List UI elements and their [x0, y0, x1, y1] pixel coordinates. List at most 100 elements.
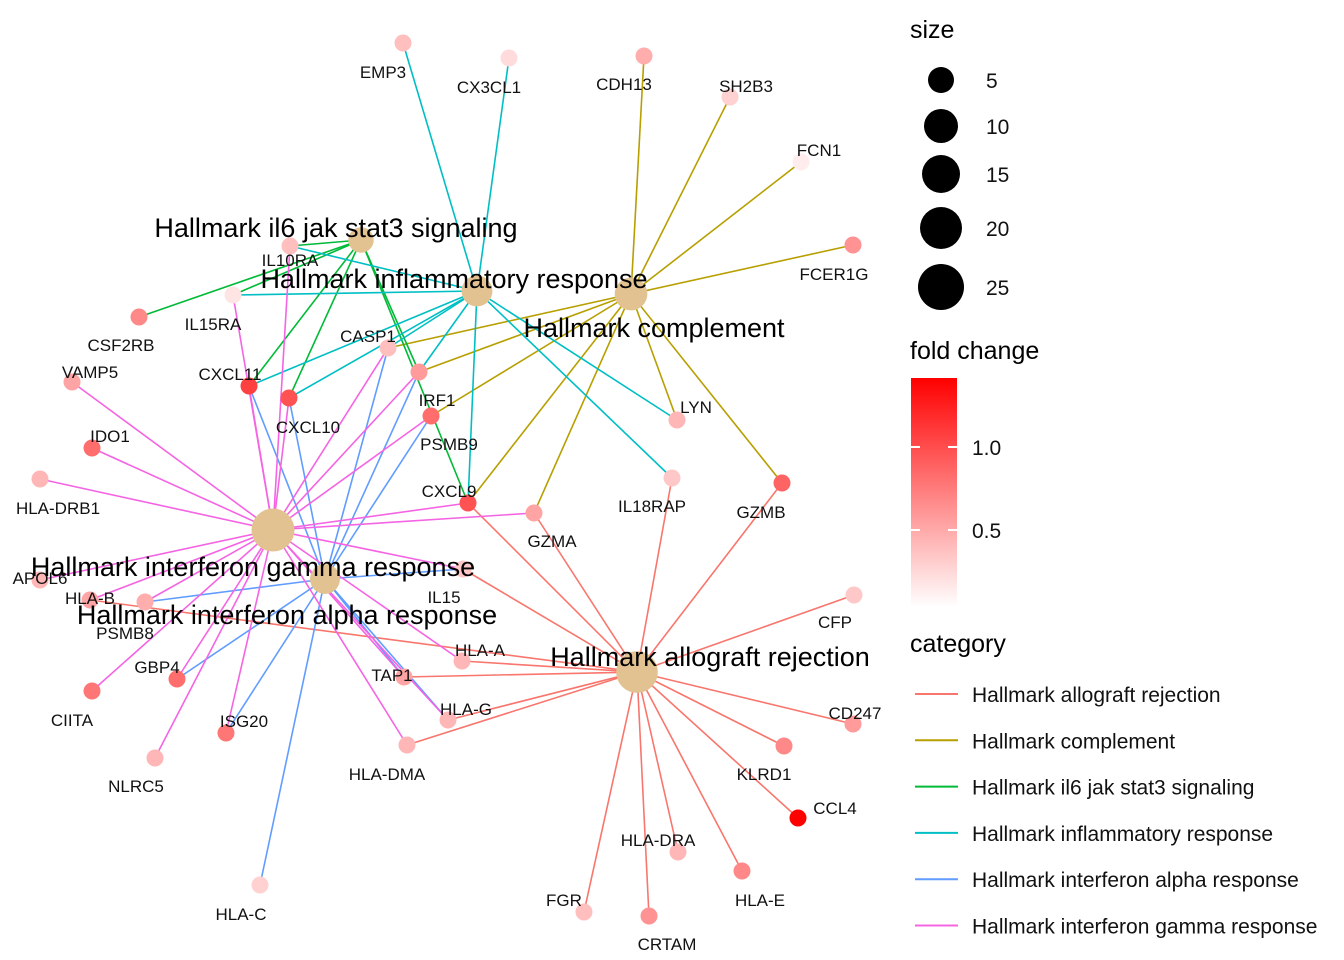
edge-hallmark-complement-psmb9 — [430, 293, 632, 417]
gene-label-hla-e: HLA-E — [735, 891, 785, 910]
edge-hallmark-allograft-rejection-crtam — [636, 671, 650, 917]
category-node-hallmark-interferon-gamma-response — [251, 508, 295, 552]
edge-hallmark-allograft-rejection-cxcl9 — [467, 502, 638, 673]
gene-node-lyn — [668, 411, 686, 429]
edge-hallmark-allograft-rejection-hla-g — [447, 671, 638, 721]
category-node-hallmark-inflammatory-response — [461, 275, 493, 307]
gene-label-vamp5: VAMP5 — [62, 363, 118, 382]
nodes-layer — [31, 34, 863, 925]
edge-hallmark-interferon-alpha-response-gbp4 — [176, 578, 326, 680]
gene-node-il10ra — [281, 237, 299, 255]
size-legend-key — [918, 264, 964, 310]
gene-node-cxcl9 — [459, 494, 477, 512]
category-legend-label: Hallmark allograft rejection — [972, 684, 1221, 707]
size-legend-label: 5 — [986, 70, 998, 93]
category-node-hallmark-il6-jak-stat3-signaling — [348, 227, 374, 253]
edge-hallmark-allograft-rejection-cd247 — [636, 671, 854, 725]
colorbar-tick-label: 1.0 — [972, 437, 1001, 460]
gene-label-hla-c: HLA-C — [215, 905, 266, 924]
size-legend-key — [924, 109, 958, 143]
legend: size 5 10 15 20 25 fold change 1.0 0.5 categ… — [910, 16, 1317, 939]
gene-label-hla-a: HLA-A — [455, 641, 506, 660]
edge-hallmark-il6-jak-stat3-signaling-csf2rb — [138, 239, 362, 318]
edge-hallmark-inflammatory-response-emp3 — [402, 42, 478, 292]
gene-label-apol6: APOL6 — [13, 569, 68, 588]
edge-hallmark-inflammatory-response-cxcl9 — [467, 290, 478, 504]
category-node-hallmark-interferon-alpha-response — [310, 564, 340, 594]
fold-change-colorbar — [911, 378, 957, 607]
gene-label-irf1: IRF1 — [419, 391, 456, 410]
edge-hallmark-inflammatory-response-irf1 — [418, 290, 478, 373]
edge-hallmark-interferon-gamma-response-hla-g — [272, 529, 449, 721]
gene-label-ccl4: CCL4 — [813, 799, 856, 818]
gene-label-cxcl9: CXCL9 — [422, 482, 477, 501]
edge-hallmark-complement-cxcl9 — [467, 293, 632, 504]
category-legend-label: Hallmark interferon alpha response — [972, 869, 1299, 892]
labels-layer: EMP3 CX3CL1 CDH13 SH2B3 FCN1 FCER1G IL10RA IL15… — [13, 63, 882, 954]
gene-node-cdh13 — [635, 47, 653, 65]
size-legend-label: 10 — [986, 116, 1009, 139]
gene-node-hla-e — [733, 862, 751, 880]
gene-label-lyn: LYN — [680, 398, 712, 417]
gene-label-hla-dma: HLA-DMA — [349, 765, 426, 784]
gene-label-fcer1g: FCER1G — [800, 265, 869, 284]
gene-node-crtam — [640, 907, 658, 925]
gene-label-emp3: EMP3 — [360, 63, 406, 82]
edge-hallmark-complement-fcer1g — [630, 244, 854, 295]
size-legend-label: 25 — [986, 277, 1009, 300]
gene-label-gzmb: GZMB — [736, 503, 785, 522]
edge-hallmark-allograft-rejection-il18rap — [636, 477, 673, 673]
fold-change-legend-title: fold change — [910, 337, 1039, 365]
gene-label-ciita: CIITA — [51, 711, 94, 730]
edge-hallmark-complement-irf1 — [418, 293, 632, 373]
gene-node-fgr — [575, 903, 593, 921]
edge-hallmark-interferon-alpha-response-tap1 — [324, 578, 405, 678]
edge-hallmark-interferon-gamma-response-il10ra — [272, 245, 291, 531]
edge-hallmark-interferon-gamma-response-isg20 — [225, 529, 274, 734]
category-legend-label: Hallmark complement — [972, 730, 1175, 753]
edge-hallmark-allograft-rejection-gzma — [533, 512, 638, 673]
edge-hallmark-interferon-gamma-response-cxcl10 — [272, 397, 290, 531]
gene-node-hla-dma — [398, 736, 416, 754]
gene-label-il15: IL15 — [427, 588, 460, 607]
edge-hallmark-interferon-gamma-response-gbp4 — [176, 529, 274, 680]
category-label-hallmark-inflammatory-response: Hallmark inflammatory response — [260, 264, 647, 294]
edge-hallmark-interferon-alpha-response-cxcl11 — [248, 385, 326, 580]
category-legend-label: Hallmark il6 jak stat3 signaling — [972, 777, 1254, 800]
gene-node-ido1 — [83, 439, 101, 457]
size-legend-label: 15 — [986, 164, 1009, 187]
edge-hallmark-interferon-gamma-response-ciita — [91, 529, 274, 692]
gene-label-hla-drb1: HLA-DRB1 — [16, 499, 100, 518]
gene-node-sh2b3 — [721, 88, 739, 106]
edge-hallmark-allograft-rejection-ccl4 — [636, 671, 799, 819]
gene-label-hla-g: HLA-G — [440, 700, 492, 719]
edge-hallmark-allograft-rejection-klrd1 — [636, 671, 785, 747]
category-node-hallmark-allograft-rejection — [616, 651, 658, 693]
gene-node-fcn1 — [792, 153, 810, 171]
category-legend: Hallmark allograft rejection Hallmark com… — [915, 684, 1317, 939]
gene-node-emp3 — [394, 34, 412, 52]
gene-label-cfp: CFP — [818, 613, 852, 632]
edge-hallmark-il6-jak-stat3-signaling-cxcl11 — [248, 239, 362, 387]
gene-node-isg20 — [217, 724, 235, 742]
gene-node-psmb8 — [136, 593, 154, 611]
edge-hallmark-interferon-gamma-response-cxcl9 — [272, 502, 469, 531]
gene-label-ido1: IDO1 — [90, 427, 130, 446]
edge-hallmark-allograft-rejection-hla-dra — [636, 671, 679, 853]
edge-hallmark-interferon-alpha-response-hla-g — [324, 578, 449, 721]
edge-hallmark-inflammatory-response-il15ra — [232, 290, 478, 296]
gene-node-il15ra — [224, 286, 242, 304]
edge-hallmark-interferon-alpha-response-isg20 — [225, 578, 326, 734]
edge-hallmark-interferon-gamma-response-vamp5 — [71, 381, 274, 531]
gene-label-casp1: CASP1 — [340, 327, 396, 346]
colorbar-tick-label: 0.5 — [972, 520, 1001, 543]
gene-node-fcer1g — [844, 236, 862, 254]
edge-hallmark-il6-jak-stat3-signaling-cxcl10 — [288, 239, 362, 399]
gene-label-il18rap: IL18RAP — [618, 497, 686, 516]
edge-hallmark-interferon-gamma-response-ido1 — [91, 447, 274, 531]
edge-hallmark-allograft-rejection-hla-a — [461, 660, 638, 673]
edge-hallmark-complement-casp1 — [387, 293, 632, 349]
edge-hallmark-allograft-rejection-tap1 — [403, 671, 638, 678]
category-label-hallmark-allograft-rejection: Hallmark allograft rejection — [550, 642, 870, 672]
gene-node-ccl4 — [789, 809, 807, 827]
